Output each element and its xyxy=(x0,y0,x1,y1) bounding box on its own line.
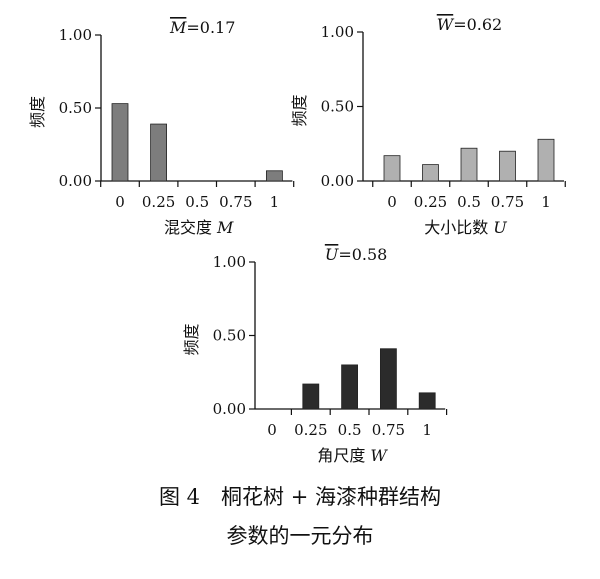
x-tick-label: 0 xyxy=(387,193,397,211)
y-tick-label: 0.00 xyxy=(213,400,246,418)
chart-title: U=0.58 xyxy=(325,245,388,264)
x-axis-label: 混交度 M xyxy=(164,218,234,237)
bar-0.25 xyxy=(302,383,320,410)
x-tick-label: 1 xyxy=(270,193,280,211)
x-tick-label: 0.5 xyxy=(338,421,362,439)
x-tick-label: 0.25 xyxy=(142,193,175,211)
y-tick-label: 0.50 xyxy=(59,99,92,117)
x-tick-label: 0.75 xyxy=(491,193,524,211)
bar-1 xyxy=(537,138,555,182)
figure-caption-line-2: 参数的一元分布 xyxy=(226,524,374,548)
bar-0 xyxy=(111,103,129,182)
x-tick-label: 0.25 xyxy=(414,193,447,211)
bar-0.25 xyxy=(150,123,168,182)
chart-title: W=0.62 xyxy=(437,15,502,34)
y-axis-label: 频度 xyxy=(182,323,201,355)
x-tick-label: 0 xyxy=(267,421,277,439)
y-tick-label: 1.00 xyxy=(213,253,246,271)
x-axis-label: 角尺度 W xyxy=(317,446,388,465)
x-axis-label: 大小比数 U xyxy=(424,218,507,237)
x-tick-label: 1 xyxy=(541,193,551,211)
y-tick-label: 1.00 xyxy=(321,23,354,41)
bar-0.75 xyxy=(499,150,516,182)
x-tick-label: 0 xyxy=(115,193,125,211)
bar-0.25 xyxy=(422,164,439,182)
y-tick-label: 0.00 xyxy=(321,172,354,190)
y-tick-label: 0.50 xyxy=(321,98,354,116)
y-axis-label: 频度 xyxy=(290,94,309,126)
x-tick-label: 1 xyxy=(422,421,432,439)
x-tick-label: 0.5 xyxy=(457,193,481,211)
y-tick-label: 0.00 xyxy=(59,172,92,190)
x-tick-label: 0.25 xyxy=(294,421,327,439)
x-tick-label: 0.5 xyxy=(185,193,209,211)
bar-1 xyxy=(265,170,283,182)
x-tick-label: 0.75 xyxy=(219,193,252,211)
bar-0.5 xyxy=(460,147,478,182)
chart-title: M=0.17 xyxy=(169,18,235,37)
x-tick-label: 0.75 xyxy=(372,421,405,439)
y-axis-label: 频度 xyxy=(28,96,47,128)
bar-0.75 xyxy=(379,348,397,410)
y-tick-label: 1.00 xyxy=(59,26,92,44)
figure-caption-line-1: 图 4 桐花树 + 海漆种群结构 xyxy=(159,485,441,509)
y-tick-label: 0.50 xyxy=(213,327,246,345)
bar-1 xyxy=(418,392,436,410)
bar-0.5 xyxy=(341,364,359,410)
bar-0 xyxy=(383,155,401,182)
